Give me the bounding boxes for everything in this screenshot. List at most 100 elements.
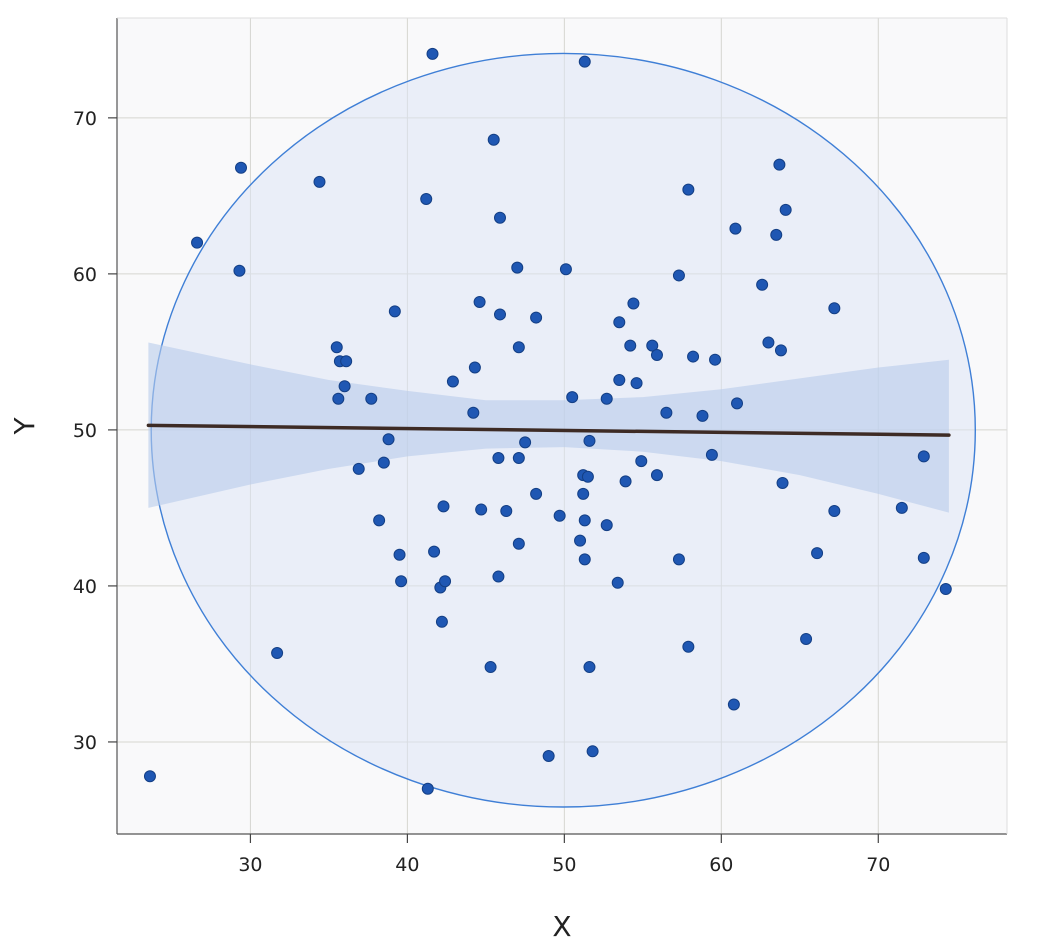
x-tick-label: 60 [709,854,733,876]
data-point [731,397,744,410]
data-point [439,575,452,588]
data-point [512,537,525,550]
data-point [776,476,789,489]
data-point [619,475,632,488]
axis-ticks: 30 40 50 60 70 30 40 50 60 70 [73,108,891,876]
data-point [143,770,156,783]
data-point [611,576,624,589]
data-point [583,661,596,674]
y-axis-title: Y [8,417,41,436]
data-point [493,211,506,224]
y-tick-label: 30 [73,732,97,754]
data-point [770,228,783,241]
regression-line-layer [146,423,951,437]
data-point [682,640,695,653]
data-point [574,534,587,547]
data-point [917,551,930,564]
data-point [729,222,742,235]
data-point [566,391,579,404]
data-point [365,392,378,405]
x-tick-label: 50 [552,854,576,876]
data-point [426,47,439,60]
data-point [519,436,532,449]
data-point [687,350,700,363]
data-point [428,545,441,558]
data-point [421,782,434,795]
data-point [650,349,663,362]
data-point [779,203,792,216]
data-point [828,302,841,315]
data-point [705,448,718,461]
data-point [191,236,204,249]
data-point [613,373,626,386]
data-point [467,406,480,419]
data-point [530,311,543,324]
data-point [500,505,513,518]
data-point [511,261,524,274]
data-point [774,344,787,357]
data-point [581,470,594,483]
data-point [672,269,685,282]
regression-line [146,423,951,437]
data-point [756,278,769,291]
data-point [773,158,786,171]
data-point [340,355,353,368]
data-point [382,433,395,446]
x-tick-label: 40 [395,854,419,876]
data-point [660,406,673,419]
y-tick-label: 70 [73,108,97,130]
data-point [435,615,448,628]
data-point [395,575,408,588]
y-tick-label: 40 [73,576,97,598]
x-tick-label: 30 [238,854,262,876]
data-point [473,295,486,308]
data-point [613,316,626,329]
data-point [646,339,659,352]
data-point [330,341,343,354]
data-point [811,547,824,560]
data-point [271,647,284,660]
data-point [377,456,390,469]
data-point [559,263,572,276]
data-point [650,469,663,482]
data-point [512,451,525,464]
data-point [446,375,459,388]
data-point [492,570,505,583]
data-point [600,392,613,405]
data-point [512,341,525,354]
data-point [578,553,591,566]
data-point [635,455,648,468]
data-point [828,505,841,518]
data-point [709,353,722,366]
data-point [530,487,543,500]
data-point [352,462,365,475]
data-point [542,749,555,762]
data-point [895,501,908,514]
data-point [583,434,596,447]
y-tick-label: 50 [73,420,97,442]
data-point [939,583,952,596]
data-point [586,745,599,758]
data-point [437,500,450,513]
data-point [492,451,505,464]
data-point [762,336,775,349]
data-point [672,553,685,566]
data-point [553,509,566,522]
data-point [917,450,930,463]
data-point [682,183,695,196]
data-point [630,377,643,390]
data-point [235,161,248,174]
data-point [578,55,591,68]
data-points [143,47,952,795]
data-point [468,361,481,374]
data-point [493,308,506,321]
data-point [487,133,500,146]
data-point [624,339,637,352]
x-axis-title: X [552,910,571,943]
data-point [696,409,709,422]
data-point [338,380,351,393]
x-tick-label: 70 [866,854,890,876]
data-point [578,514,591,527]
data-point [313,175,326,188]
